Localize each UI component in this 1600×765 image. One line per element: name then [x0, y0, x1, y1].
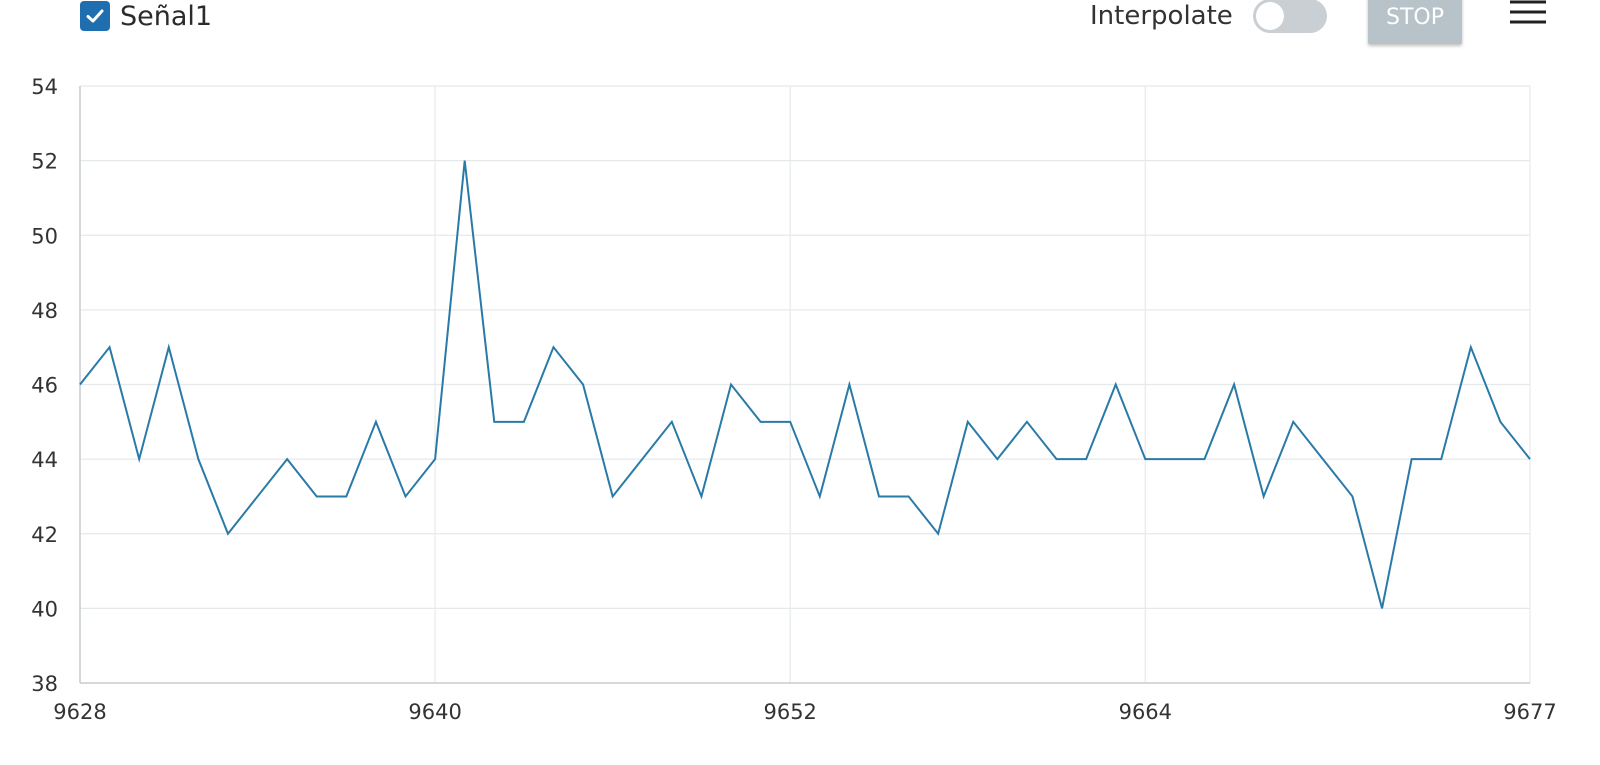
y-tick-label: 54	[31, 75, 58, 99]
x-tick-label: 9664	[1119, 700, 1172, 724]
series-legend[interactable]: Señal1	[80, 0, 212, 32]
y-tick-label: 44	[31, 448, 58, 472]
y-tick-label: 40	[31, 597, 58, 621]
y-tick-label: 46	[31, 374, 58, 398]
y-tick-label: 42	[31, 523, 58, 547]
y-tick-label: 38	[31, 672, 58, 696]
series-checkbox[interactable]	[80, 1, 110, 31]
x-tick-label: 9652	[763, 700, 816, 724]
y-tick-label: 48	[31, 299, 58, 323]
line-chart: 38 40 42 44 46 48 50 52 54 9628 9640 9652 9664 9677	[31, 75, 1556, 724]
plotter-toolbar: Señal1 Interpolate STOP	[0, 0, 1600, 62]
interpolate-control: Interpolate	[1090, 0, 1327, 33]
checkmark-icon	[86, 9, 104, 23]
y-tick-label: 52	[31, 150, 58, 174]
y-tick-label: 50	[31, 224, 58, 248]
chart-area: 38 40 42 44 46 48 50 52 54 9628 9640 9652 9664 9677	[0, 62, 1600, 761]
series-label: Señal1	[120, 0, 213, 32]
x-tick-label: 9640	[408, 700, 461, 724]
x-tick-label: 9628	[53, 700, 106, 724]
x-tick-label: 9677	[1503, 700, 1556, 724]
menu-lines-icon[interactable]	[1508, 0, 1548, 28]
toggle-knob	[1255, 2, 1284, 30]
interpolate-label: Interpolate	[1090, 1, 1233, 31]
interpolate-toggle[interactable]	[1252, 0, 1327, 33]
series-line	[79, 160, 1531, 609]
stop-button[interactable]: STOP	[1368, 0, 1462, 44]
